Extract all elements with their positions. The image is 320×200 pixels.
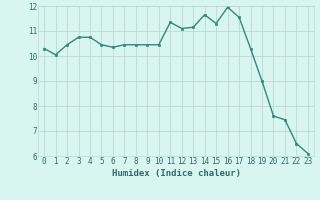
X-axis label: Humidex (Indice chaleur): Humidex (Indice chaleur) [111, 169, 241, 178]
